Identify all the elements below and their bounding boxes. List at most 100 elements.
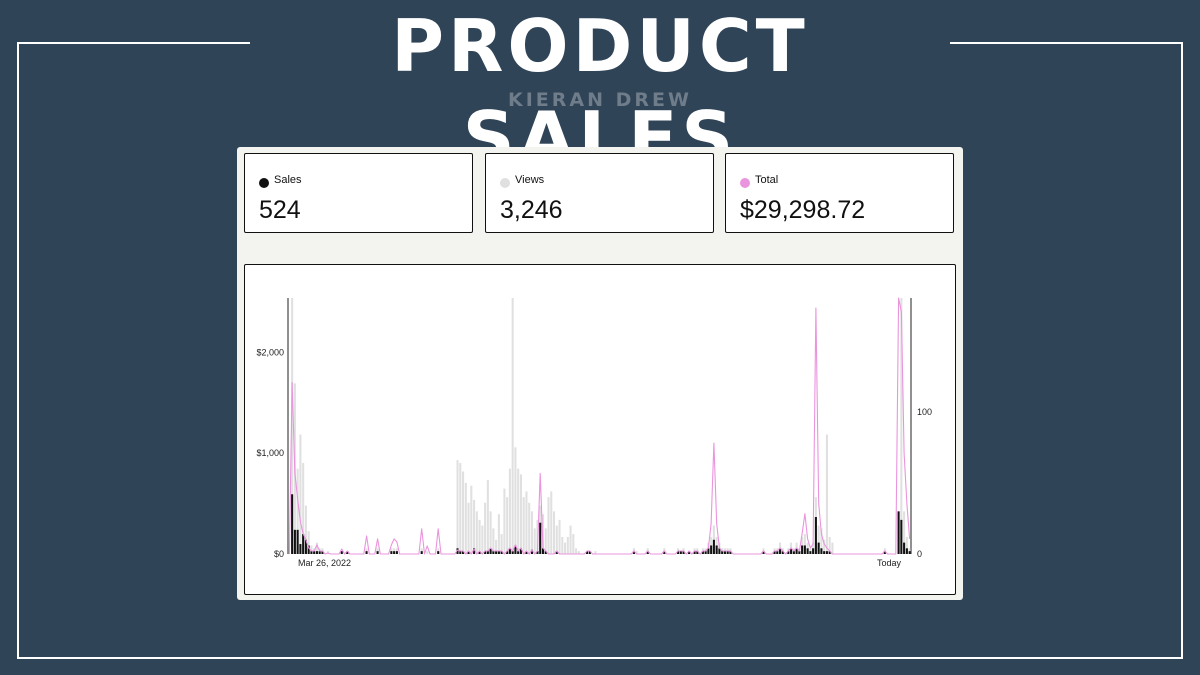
sales-bar [376, 551, 379, 554]
sales-bar [495, 551, 498, 554]
views-bar [420, 548, 423, 554]
views-bar [462, 471, 465, 554]
views-bar [302, 462, 305, 554]
views-bar [511, 298, 514, 554]
views-bar [525, 491, 528, 554]
views-bar [376, 548, 379, 554]
sales-bar [688, 551, 691, 554]
sales-bar [346, 551, 349, 554]
sales-bar [726, 551, 729, 554]
views-bar [497, 514, 500, 554]
views-bar [575, 548, 578, 554]
views-bar [555, 525, 558, 554]
sales-bar [299, 544, 302, 554]
sales-bar [489, 548, 492, 554]
sales-bar [905, 548, 908, 554]
views-bar [552, 511, 556, 554]
sales-bar [682, 551, 685, 554]
sales-bar [539, 522, 542, 554]
views-bar [459, 462, 462, 554]
stat-value: 524 [259, 196, 301, 224]
views-bar [503, 488, 506, 554]
views-bar [823, 539, 826, 554]
views-bar [803, 534, 806, 554]
sales-bar [420, 551, 423, 554]
sales-bar [393, 551, 396, 554]
right-tick-label: 100 [917, 407, 932, 417]
views-bar [533, 528, 536, 554]
sales-bar [473, 548, 476, 554]
views-bar [365, 548, 368, 554]
sales-bar [302, 534, 305, 554]
sales-bar [484, 551, 487, 554]
views-bar [299, 434, 302, 554]
sales-bar [812, 548, 815, 554]
views-bar [489, 511, 492, 554]
sales-bar [762, 551, 765, 554]
sales-bar [903, 542, 906, 554]
sales-bar [340, 551, 343, 554]
views-bar [307, 531, 310, 554]
views-bar [464, 482, 467, 554]
views-bar [506, 497, 509, 554]
views-bar [291, 298, 294, 554]
sales-bar [712, 539, 715, 554]
views-bar [561, 536, 564, 554]
views-bar [395, 548, 398, 554]
views-bar [547, 497, 550, 554]
sales-bar [293, 529, 296, 554]
total-line [288, 297, 911, 555]
views-bar [908, 548, 911, 554]
x-tick-label: Today [877, 558, 902, 568]
sales-chart: $0 $1,000 $2,000 0 100 Mar 26, 2022 Today [256, 297, 932, 568]
sales-bar [825, 551, 828, 554]
views-bar [467, 502, 470, 554]
sales-bar [313, 551, 316, 554]
sales-bar [525, 551, 528, 554]
sales-bar [795, 548, 798, 554]
left-tick-label: $1,000 [256, 448, 284, 458]
sales-bar [390, 551, 393, 554]
views-bar [473, 499, 476, 554]
views-bar [594, 551, 597, 554]
sales-bar [456, 548, 459, 554]
views-bar [550, 491, 553, 554]
sales-bar [814, 517, 817, 554]
sales-legend-dot [259, 178, 269, 188]
views-bar [577, 551, 580, 554]
sales-bar [715, 545, 718, 554]
views-bar [828, 536, 831, 554]
views-bar [296, 468, 299, 554]
x-tick-label: Mar 26, 2022 [298, 558, 351, 568]
sales-bar [586, 551, 589, 554]
views-bar [437, 548, 440, 554]
sales-bar [506, 551, 509, 554]
total-legend-dot [740, 178, 750, 188]
left-tick-label: $0 [274, 549, 284, 559]
views-bar [530, 511, 533, 554]
stat-label: Sales [274, 174, 302, 186]
views-bar [390, 548, 393, 554]
sales-bar [395, 551, 398, 554]
sales-bar [632, 551, 635, 554]
sales-bar [588, 551, 591, 554]
sales-bar [318, 551, 321, 554]
views-bar [495, 539, 498, 554]
sales-bar [790, 548, 793, 554]
sales-bar [307, 545, 310, 554]
views-bar [825, 434, 828, 554]
views-bar [817, 525, 820, 554]
views-bar [572, 534, 575, 554]
sales-bar [646, 551, 649, 554]
sales-bar [679, 551, 682, 554]
views-bar [820, 528, 823, 554]
sales-bar [437, 551, 440, 554]
views-bar [905, 536, 908, 554]
sales-bar [696, 551, 699, 554]
sales-bar [486, 551, 489, 554]
sales-bar [497, 551, 500, 554]
views-bar [484, 502, 487, 554]
views-bar [470, 485, 473, 554]
sales-bar [500, 551, 503, 554]
sales-bar [544, 551, 547, 554]
